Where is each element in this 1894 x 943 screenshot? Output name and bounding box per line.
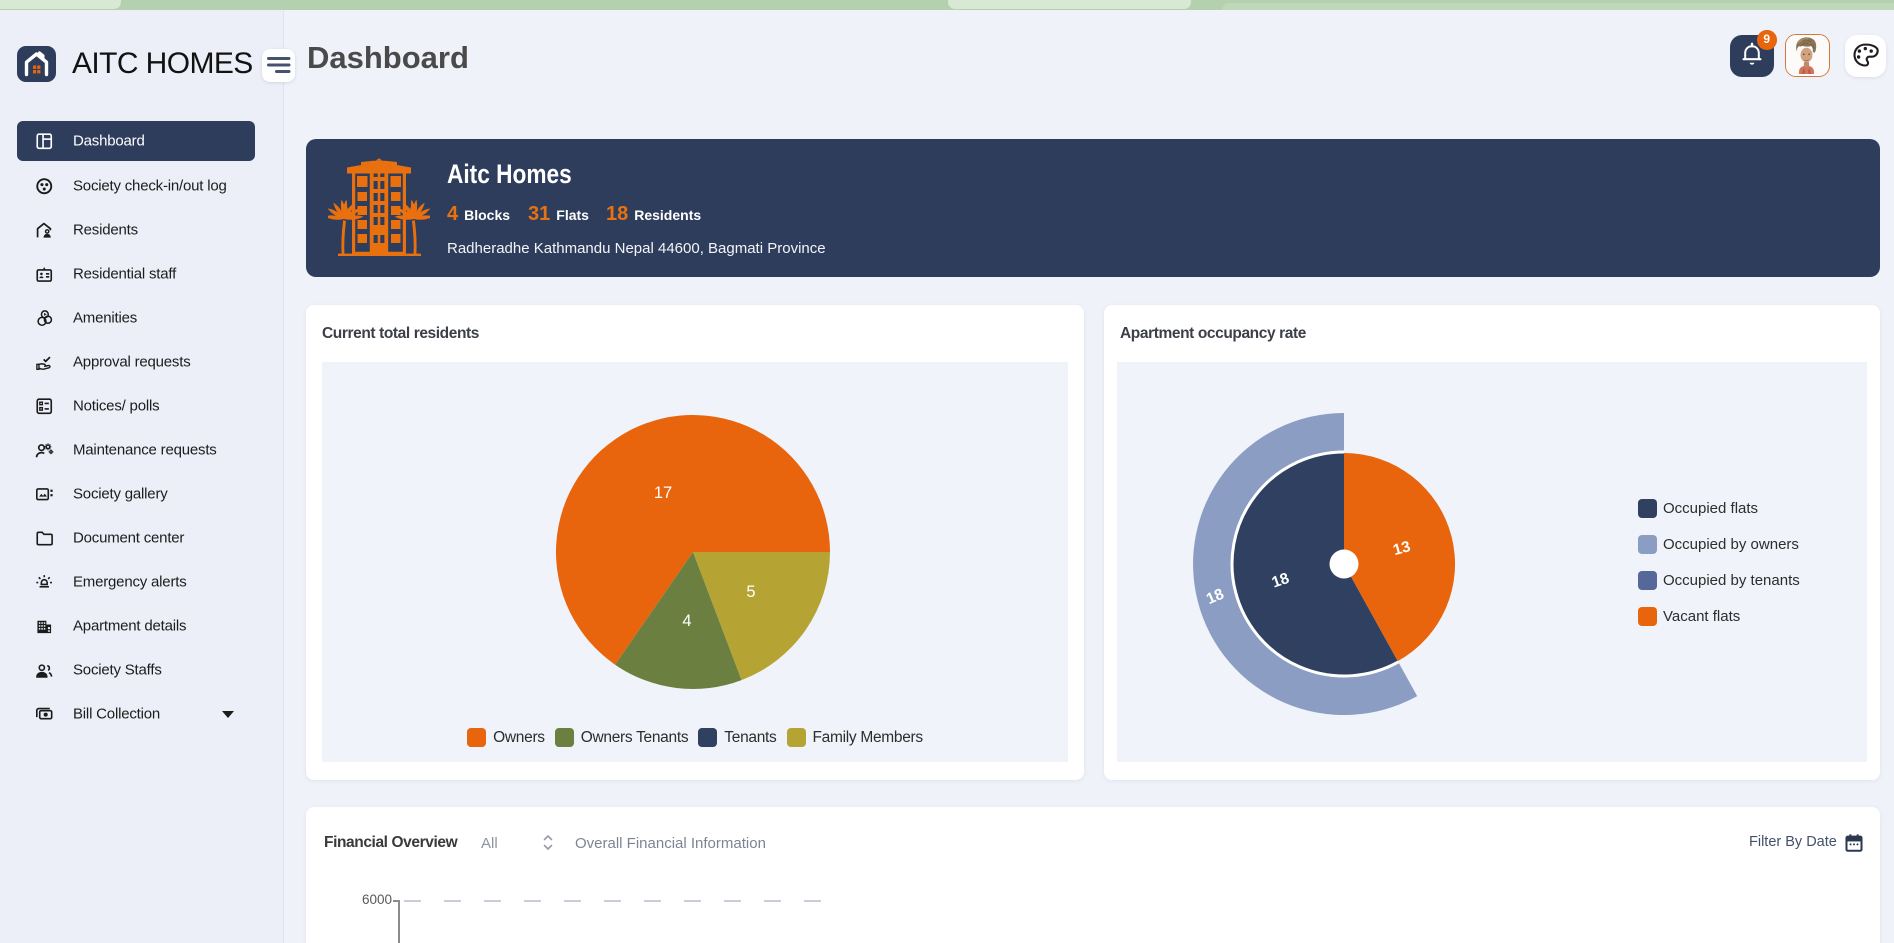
svg-text:18: 18 — [1270, 570, 1292, 592]
svg-text:13: 13 — [1391, 538, 1412, 559]
svg-text:4: 4 — [682, 612, 691, 630]
svg-text:17: 17 — [654, 484, 672, 502]
svg-text:18: 18 — [1204, 586, 1227, 609]
svg-text:5: 5 — [746, 583, 755, 601]
